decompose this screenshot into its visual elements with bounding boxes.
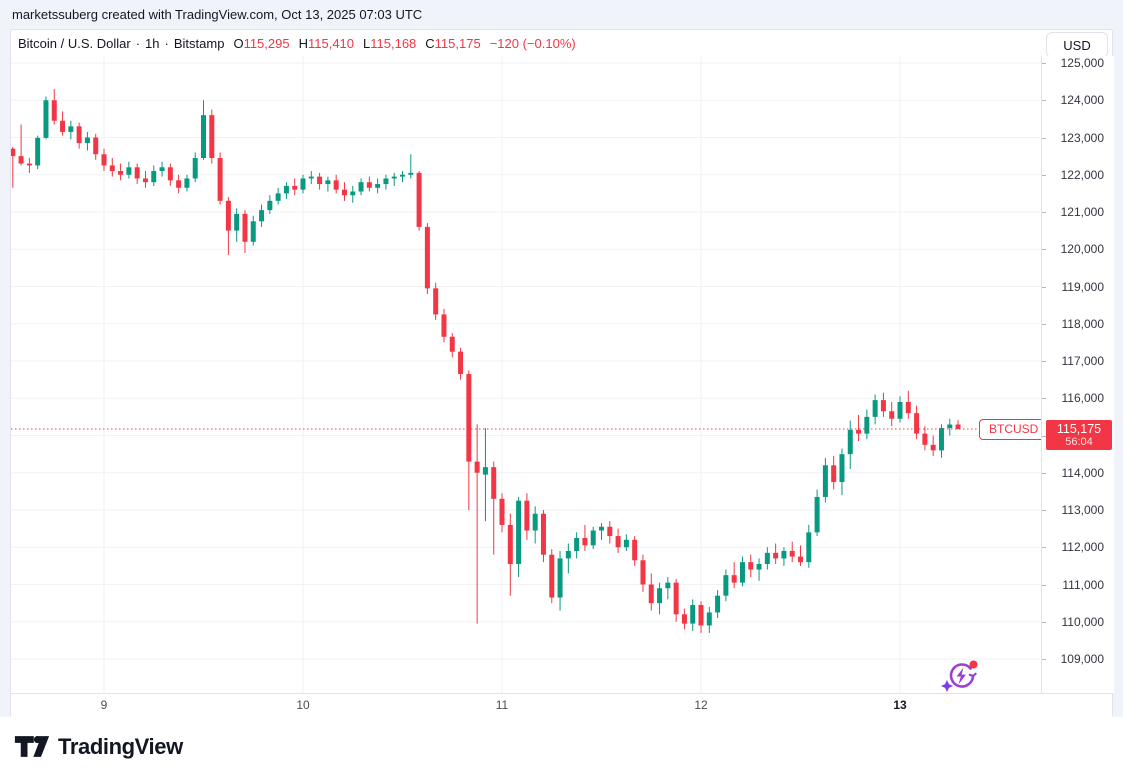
candlestick-chart[interactable] — [11, 56, 1041, 693]
refresh-icon[interactable] — [939, 656, 983, 696]
price-axis-label: 109,000 — [1060, 652, 1104, 666]
attribution-bar: marketssuberg created with TradingView.c… — [12, 0, 422, 29]
separator-dot: · — [135, 35, 141, 51]
price-axis[interactable]: 115,175 56:04 125,000 124,000 123,000 122,0… — [1041, 56, 1114, 693]
price-axis-label: 117,000 — [1061, 354, 1105, 368]
price-axis-tick — [1042, 174, 1046, 176]
price-axis-label: 122,000 — [1060, 167, 1104, 182]
close-label: C — [425, 35, 435, 51]
price-axis-tick — [1042, 510, 1046, 511]
time-axis-label: 10 — [296, 698, 310, 712]
time-axis-label: 13 — [893, 698, 907, 712]
price-axis-tick — [1042, 472, 1046, 474]
price-axis-label: 114,000 — [1061, 465, 1105, 480]
close-value: 115,175 — [434, 35, 481, 51]
time-axis[interactable]: 9 10 11 12 13 — [11, 693, 1112, 717]
price-axis-label: 118,000 — [1061, 316, 1105, 331]
price-axis-label: 116,000 — [1061, 391, 1105, 406]
price-axis-tick — [1042, 100, 1046, 102]
price-axis-label: 113,000 — [1061, 503, 1105, 517]
interval-label[interactable]: 1h — [145, 35, 160, 51]
price-axis-tick — [1042, 659, 1046, 660]
price-axis-tick — [1042, 435, 1046, 437]
price-axis-label: 124,000 — [1060, 93, 1104, 108]
chart-plot-area[interactable]: BTCUSD — [11, 56, 1049, 693]
separator-dot: · — [164, 35, 169, 51]
price-axis-label: 125,000 — [1060, 56, 1104, 70]
tradingview-logo[interactable]: TradingView — [14, 732, 183, 761]
exchange-label[interactable]: Bitstamp — [173, 35, 225, 51]
high-label: H — [298, 35, 308, 51]
price-axis-tick — [1042, 249, 1046, 251]
open-value: 115,295 — [243, 35, 290, 51]
price-axis-label: 110,000 — [1061, 614, 1105, 629]
price-change: −120 (−0.10%) — [489, 35, 576, 51]
attribution-text: marketssuberg created with TradingView.c… — [12, 7, 423, 22]
time-axis-label: 12 — [694, 698, 708, 712]
price-line-symbol-label: BTCUSD — [979, 418, 1049, 440]
tradingview-logo-icon — [14, 736, 50, 757]
price-axis-label: 120,000 — [1060, 242, 1104, 257]
price-axis-label: 123,000 — [1060, 130, 1104, 145]
price-axis-label: 112,000 — [1061, 540, 1105, 555]
symbol-title[interactable]: Bitcoin / U.S. Dollar — [18, 35, 131, 51]
bar-countdown: 56:04 — [1065, 435, 1093, 448]
price-axis-tick — [1042, 398, 1046, 400]
low-value: 115,168 — [370, 35, 417, 51]
price-axis-tick — [1042, 323, 1046, 325]
time-axis-label: 9 — [100, 698, 108, 712]
open-label: O — [233, 35, 244, 51]
time-axis-label: 11 — [495, 698, 509, 712]
price-axis-tick — [1042, 584, 1046, 586]
price-axis-tick — [1042, 621, 1046, 623]
price-axis-tick — [1042, 137, 1046, 139]
price-axis-tick — [1042, 361, 1046, 362]
price-axis-label: 119,000 — [1061, 279, 1105, 294]
current-price-badge: 115,175 56:04 — [1046, 419, 1112, 450]
footer: TradingView — [0, 717, 1123, 776]
low-label: L — [363, 35, 371, 51]
price-axis-label: 121,000 — [1060, 205, 1104, 219]
price-axis-tick — [1042, 212, 1046, 213]
high-value: 115,410 — [307, 35, 355, 51]
currency-usd-button[interactable]: USD — [1046, 32, 1108, 58]
price-axis-tick — [1042, 547, 1046, 549]
current-price-value: 115,175 — [1056, 421, 1102, 436]
price-axis-tick — [1042, 286, 1046, 288]
price-axis-tick — [1042, 63, 1046, 64]
tradingview-brand-text: TradingView — [58, 733, 183, 759]
symbol-pill-text: BTCUSD — [989, 422, 1039, 437]
price-axis-label: 111,000 — [1062, 577, 1104, 592]
